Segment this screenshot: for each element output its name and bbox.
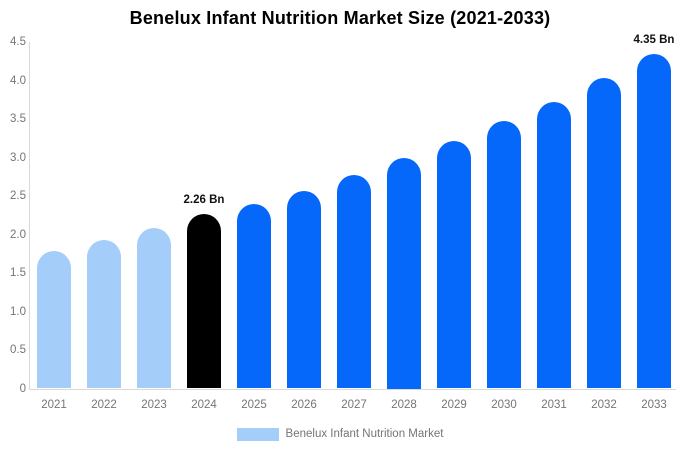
bar-2023[interactable] bbox=[137, 228, 171, 389]
x-tick-label: 2027 bbox=[341, 399, 367, 411]
x-axis-line bbox=[29, 388, 676, 390]
x-tick-label: 2029 bbox=[441, 399, 467, 411]
x-tick-label: 2033 bbox=[641, 399, 667, 411]
bar-value-label-2024: 2.26 Bn bbox=[183, 194, 225, 207]
chart-title: Benelux Infant Nutrition Market Size (20… bbox=[129, 8, 551, 28]
bar-2021[interactable] bbox=[37, 251, 71, 389]
bar-2032[interactable] bbox=[587, 78, 621, 389]
y-tick-label: 2.0 bbox=[10, 228, 26, 241]
x-tick-label: 2030 bbox=[491, 399, 517, 411]
y-tick-label: 3.5 bbox=[10, 113, 26, 125]
legend-item-label[interactable]: Benelux Infant Nutrition Market bbox=[285, 428, 444, 440]
bar-2024[interactable] bbox=[187, 214, 221, 389]
bar-2027[interactable] bbox=[337, 175, 371, 389]
x-tick-label: 2022 bbox=[91, 399, 117, 411]
y-tick-label: 3.0 bbox=[10, 151, 26, 164]
x-tick-label: 2028 bbox=[391, 399, 417, 411]
bar-2022[interactable] bbox=[87, 239, 121, 389]
x-tick-label: 2026 bbox=[291, 399, 317, 411]
bar-2026[interactable] bbox=[287, 190, 321, 389]
x-tick-label: 2023 bbox=[141, 399, 167, 411]
bar-2030[interactable] bbox=[487, 121, 521, 389]
y-tick-label: 1.0 bbox=[10, 305, 26, 318]
bar-2028[interactable] bbox=[387, 157, 421, 389]
y-tick-label: 4.5 bbox=[10, 36, 26, 48]
x-tick-label: 2031 bbox=[541, 399, 567, 411]
legend: Benelux Infant Nutrition Market bbox=[0, 426, 680, 442]
y-axis-line bbox=[29, 42, 30, 390]
y-tick-label: 1.5 bbox=[10, 267, 26, 279]
y-tick-label: 2.5 bbox=[10, 190, 26, 202]
y-tick-label: 4.0 bbox=[10, 74, 26, 87]
legend-swatch[interactable] bbox=[236, 427, 279, 441]
bar-2033[interactable] bbox=[637, 53, 671, 389]
x-tick-label: 2021 bbox=[41, 399, 67, 411]
y-tick-label: 0 bbox=[19, 382, 26, 395]
x-tick-label: 2025 bbox=[241, 399, 267, 411]
bar-2031[interactable] bbox=[537, 102, 571, 389]
y-tick-label: 0.5 bbox=[10, 344, 26, 356]
x-tick-label: 2032 bbox=[591, 399, 617, 411]
x-tick-label: 2024 bbox=[191, 399, 217, 411]
bar-value-label-2033: 4.35 Bn bbox=[633, 33, 675, 46]
bar-2025[interactable] bbox=[237, 203, 271, 389]
bar-2029[interactable] bbox=[437, 140, 471, 389]
